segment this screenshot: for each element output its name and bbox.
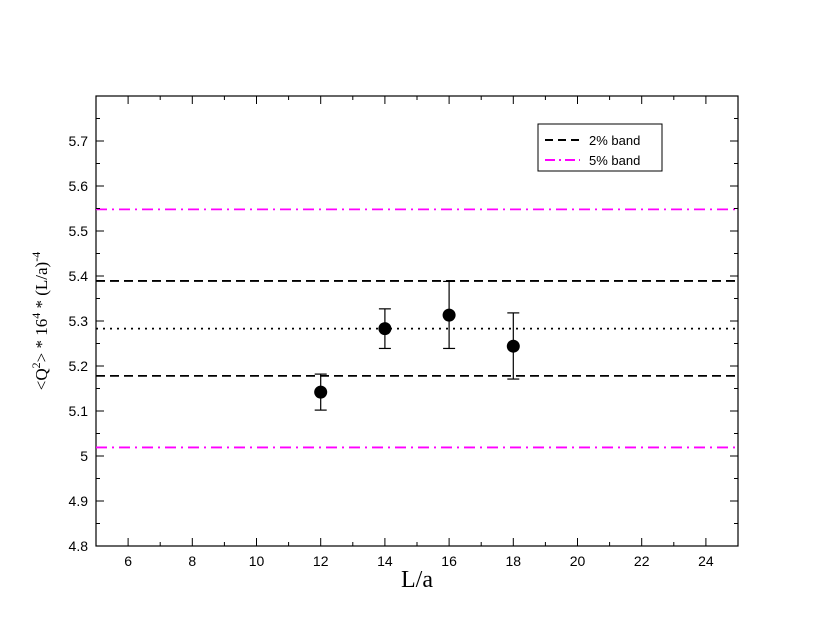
data-point <box>506 339 520 353</box>
x-tick-label: 18 <box>506 553 522 569</box>
y-tick-label: 5.7 <box>69 133 89 149</box>
y-axis-title-mid: > * 16 <box>32 319 51 363</box>
y-axis-title-sup2: 4 <box>29 313 43 319</box>
x-tick-label: 6 <box>124 553 132 569</box>
y-tick-label: 5.3 <box>69 313 89 329</box>
data-points <box>314 280 520 411</box>
data-point <box>442 308 456 322</box>
x-axis-title: L/a <box>401 567 433 593</box>
y-axis-title-sup1: 2 <box>29 362 43 368</box>
legend-label-5pct: 5% band <box>589 153 640 168</box>
y-tick-label: 4.8 <box>69 538 89 554</box>
x-tick-label: 12 <box>313 553 329 569</box>
x-tick-label: 14 <box>377 553 393 569</box>
y-tick-label: 5.1 <box>69 403 89 419</box>
data-point <box>378 322 392 336</box>
y-axis-title-base: <Q <box>32 368 51 390</box>
x-tick-label: 20 <box>570 553 586 569</box>
y-axis-title-mid2: * (L/a) <box>32 262 51 313</box>
axis-ticks: 6 8 10 12 14 16 18 20 22 24 4.8 4.9 5 5.1 5.2 5.3 5.4 5.5… <box>69 96 738 569</box>
y-tick-label: 5 <box>80 448 88 464</box>
y-tick-label: 4.9 <box>69 493 89 509</box>
legend-box <box>537 123 663 172</box>
legend-label-2pct: 2% band <box>589 133 640 148</box>
x-tick-label: 16 <box>441 553 457 569</box>
x-tick-label: 8 <box>188 553 196 569</box>
y-tick-label: 5.2 <box>69 358 89 374</box>
x-tick-label: 10 <box>249 553 265 569</box>
y-tick-label: 5.6 <box>69 178 89 194</box>
y-tick-label: 5.4 <box>69 268 89 284</box>
reference-lines <box>96 208 738 449</box>
y-axis-title: <Q2> * 164 * (L/a)-4 <box>29 252 51 390</box>
y-tick-label: 5.5 <box>69 223 89 239</box>
y-axis-title-sup3: -4 <box>29 252 43 262</box>
legend: 2% band 5% band <box>537 123 663 172</box>
x-tick-label: 22 <box>634 553 650 569</box>
x-tick-label: 24 <box>698 553 714 569</box>
data-point <box>314 385 328 399</box>
